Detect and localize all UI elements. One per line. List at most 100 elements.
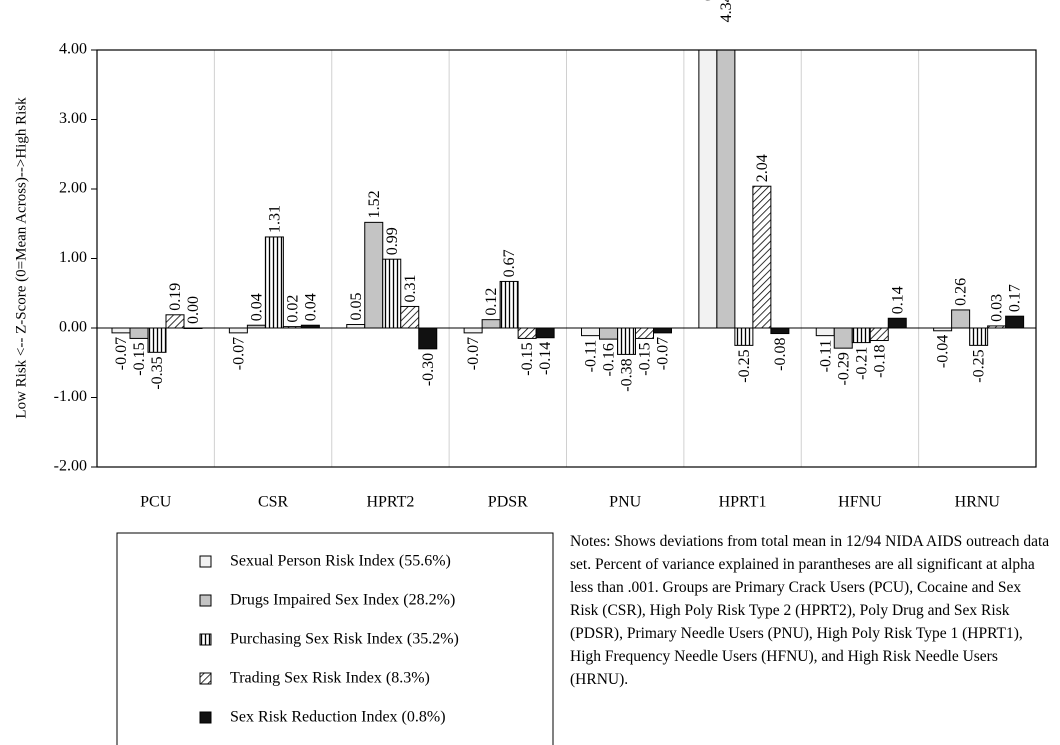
bar — [481, 319, 501, 329]
y-tick-label: -1.00 — [54, 388, 87, 405]
bar — [1005, 315, 1025, 329]
legend-label: Sexual Person Risk Index (55.6%) — [230, 553, 451, 570]
value-label: -0.25 — [736, 349, 753, 382]
value-label: 0.03 — [989, 294, 1006, 322]
value-label: -0.14 — [537, 342, 554, 375]
value-label: -0.15 — [519, 342, 536, 375]
value-label: -0.29 — [835, 352, 852, 385]
legend-swatch — [199, 711, 212, 724]
value-label: 6.32 — [700, 0, 717, 1]
bar — [535, 327, 555, 339]
bar — [887, 317, 907, 329]
x-tick-label: PCU — [140, 494, 172, 511]
bar — [752, 185, 772, 329]
x-tick-label: HPRT1 — [719, 494, 767, 511]
value-label: 1.31 — [266, 205, 283, 233]
value-label: 0.67 — [501, 249, 518, 277]
value-label: -0.30 — [420, 353, 437, 386]
bar — [833, 327, 853, 349]
x-tick-label: HPRT2 — [366, 494, 414, 511]
legend-swatch — [199, 594, 212, 607]
x-tick-label: HFNU — [838, 494, 882, 511]
y-tick-label: -2.00 — [54, 458, 87, 475]
value-label: 0.12 — [483, 288, 500, 316]
plot-bars — [111, 50, 1025, 355]
value-label: -0.15 — [131, 342, 148, 375]
bar — [264, 236, 284, 329]
value-label: 0.26 — [953, 278, 970, 306]
bar — [734, 327, 754, 346]
value-label: 0.14 — [889, 286, 906, 314]
value-label: 0.00 — [185, 296, 202, 324]
bar — [364, 221, 384, 329]
y-tick-label: 4.00 — [59, 41, 87, 58]
bar — [129, 327, 149, 339]
bar — [951, 309, 971, 329]
value-label: 0.04 — [248, 293, 265, 321]
bar — [517, 327, 537, 339]
bar — [346, 324, 366, 329]
value-label: 0.31 — [402, 274, 419, 302]
legend-box — [116, 532, 554, 745]
value-label: -0.38 — [619, 358, 636, 391]
bar — [617, 327, 636, 355]
value-label: -0.11 — [817, 340, 834, 373]
x-tick-label: CSR — [258, 494, 289, 511]
bar — [400, 305, 420, 329]
value-label: 0.04 — [302, 293, 319, 321]
bar — [698, 50, 718, 329]
legend-label: Drugs Impaired Sex Index (28.2%) — [230, 592, 455, 609]
y-tick-label: 3.00 — [59, 110, 87, 127]
value-label: -0.07 — [655, 337, 672, 370]
legend-label: Sex Risk Reduction Index (0.8%) — [230, 709, 446, 726]
bar — [653, 327, 672, 334]
x-tick-label: PNU — [609, 494, 641, 511]
bar — [635, 327, 654, 339]
value-label: -0.07 — [113, 337, 130, 370]
bar — [969, 327, 989, 346]
value-label: -0.07 — [465, 337, 482, 370]
value-label: 0.17 — [1007, 284, 1024, 312]
legend-label: Trading Sex Risk Index (8.3%) — [230, 670, 430, 687]
value-label: -0.21 — [853, 347, 870, 380]
x-tick-label: PDSR — [488, 494, 528, 511]
value-label: -0.16 — [601, 343, 618, 376]
bar — [165, 314, 185, 329]
bar — [228, 327, 248, 334]
legend-swatch — [199, 633, 212, 646]
value-label: 0.05 — [348, 293, 365, 321]
value-label: 0.99 — [384, 227, 401, 255]
value-label: 4.34 — [718, 0, 735, 22]
y-tick-label: 0.00 — [59, 319, 87, 336]
bar — [851, 327, 871, 344]
value-label: -0.35 — [149, 356, 166, 389]
legend-swatch — [199, 555, 212, 568]
bar — [418, 327, 438, 350]
bar — [869, 327, 889, 342]
bar — [499, 280, 519, 329]
value-label: -0.08 — [772, 338, 789, 371]
value-label: -0.04 — [935, 335, 952, 368]
plot-frame — [96, 49, 1037, 468]
bar — [815, 327, 835, 337]
legend-swatch — [199, 672, 212, 685]
bar — [599, 327, 618, 340]
bar — [463, 327, 483, 334]
value-label: -0.18 — [871, 345, 888, 378]
value-label: 0.02 — [284, 295, 301, 323]
value-label: -0.11 — [583, 340, 600, 373]
bar — [111, 327, 131, 334]
value-label: 0.19 — [167, 283, 184, 311]
bar — [147, 327, 167, 353]
value-label: -0.25 — [971, 349, 988, 382]
y-tick-label: 2.00 — [59, 180, 87, 197]
legend-label: Purchasing Sex Risk Index (35.2%) — [230, 631, 459, 648]
bar — [770, 327, 790, 335]
notes: Notes: Shows deviations from total mean … — [570, 533, 1050, 688]
y-axis-label: Low Risk <-- Z-Score (0=Mean Across)-->H… — [13, 97, 29, 419]
bar — [716, 50, 736, 329]
value-label: 2.04 — [754, 154, 771, 182]
y-tick-label: 1.00 — [59, 249, 87, 266]
